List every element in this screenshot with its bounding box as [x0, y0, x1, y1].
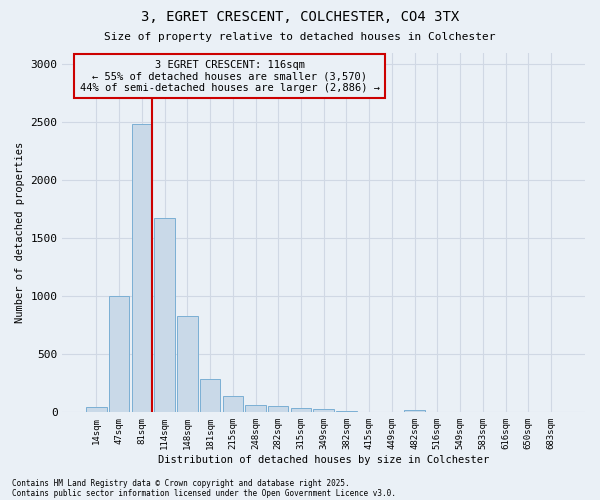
- Text: Contains public sector information licensed under the Open Government Licence v3: Contains public sector information licen…: [12, 488, 396, 498]
- Bar: [154, 218, 175, 412]
- Bar: [86, 406, 107, 412]
- Bar: [223, 396, 243, 412]
- Bar: [131, 124, 152, 412]
- Bar: [245, 405, 266, 412]
- X-axis label: Distribution of detached houses by size in Colchester: Distribution of detached houses by size …: [158, 455, 490, 465]
- Bar: [177, 316, 197, 412]
- Bar: [109, 296, 130, 412]
- Bar: [200, 378, 220, 412]
- Text: 3 EGRET CRESCENT: 116sqm
← 55% of detached houses are smaller (3,570)
44% of sem: 3 EGRET CRESCENT: 116sqm ← 55% of detach…: [80, 60, 380, 93]
- Text: 3, EGRET CRESCENT, COLCHESTER, CO4 3TX: 3, EGRET CRESCENT, COLCHESTER, CO4 3TX: [141, 10, 459, 24]
- Bar: [313, 410, 334, 412]
- Bar: [291, 408, 311, 412]
- Y-axis label: Number of detached properties: Number of detached properties: [15, 142, 25, 323]
- Bar: [404, 410, 425, 412]
- Bar: [336, 411, 356, 412]
- Text: Size of property relative to detached houses in Colchester: Size of property relative to detached ho…: [104, 32, 496, 42]
- Bar: [268, 406, 289, 412]
- Text: Contains HM Land Registry data © Crown copyright and database right 2025.: Contains HM Land Registry data © Crown c…: [12, 478, 350, 488]
